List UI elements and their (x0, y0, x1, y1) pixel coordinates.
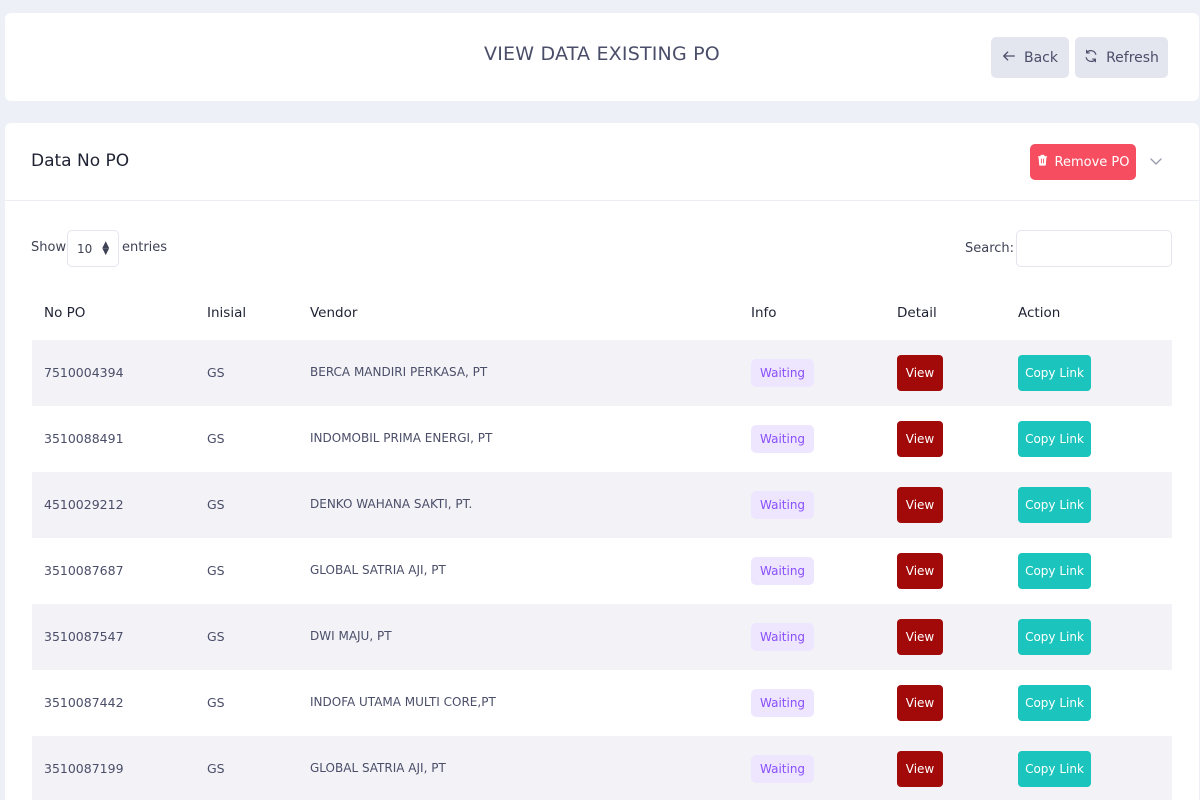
cell-vendor: BERCA MANDIRI PERKASA, PT (310, 365, 488, 379)
copy-link-button[interactable]: Copy Link (1018, 619, 1091, 655)
status-badge: Waiting (751, 755, 815, 783)
status-badge: Waiting (751, 359, 815, 387)
cell-inisial: GS (207, 563, 225, 578)
column-header-action[interactable]: Action (1018, 305, 1061, 321)
page-header: VIEW DATA EXISTING PO Back Refresh (5, 13, 1199, 101)
cell-vendor: GLOBAL SATRIA AJI, PT (310, 761, 446, 775)
cell-vendor: INDOMOBIL PRIMA ENERGI, PT (310, 431, 493, 445)
view-button[interactable]: View (897, 421, 943, 457)
cell-inisial: GS (207, 629, 225, 644)
view-button[interactable]: View (897, 553, 943, 589)
status-badge: Waiting (751, 557, 815, 585)
show-label: Show (31, 240, 67, 255)
table-row: 3510087442 GS INDOFA UTAMA MULTI CORE,PT Wa… (32, 670, 1172, 736)
po-data-card: Data No PO Remove PO Show 10 ▲ ▼ entries … (5, 123, 1199, 800)
column-header-no-po[interactable]: No PO (44, 305, 86, 321)
cell-vendor: DWI MAJU, PT (310, 629, 392, 643)
cell-no-po: 3510087442 (44, 695, 124, 710)
cell-inisial: GS (207, 431, 225, 446)
table-row: 4510029212 GS DENKO WAHANA SAKTI, PT. Waiti… (32, 472, 1172, 538)
cell-no-po: 3510087199 (44, 761, 124, 776)
sort-arrows-icon: ▲ ▼ (102, 239, 110, 257)
status-badge: Waiting (751, 689, 815, 717)
remove-po-button[interactable]: Remove PO (1030, 144, 1136, 180)
view-button[interactable]: View (897, 487, 943, 523)
cell-inisial: GS (207, 761, 225, 776)
cell-inisial: GS (207, 365, 225, 380)
cell-vendor: INDOFA UTAMA MULTI CORE,PT (310, 695, 496, 709)
view-button[interactable]: View (897, 751, 943, 787)
cell-no-po: 4510029212 (44, 497, 124, 512)
status-badge: Waiting (751, 425, 815, 453)
table-header: No PO Inisial Vendor Info Detail Action (32, 283, 1172, 340)
refresh-label: Refresh (1106, 49, 1159, 66)
view-button[interactable]: View (897, 355, 943, 391)
entries-value: 10 (77, 241, 93, 256)
search-input[interactable] (1016, 230, 1172, 267)
refresh-icon (1084, 49, 1098, 67)
view-button[interactable]: View (897, 685, 943, 721)
table-row: 3510087687 GS GLOBAL SATRIA AJI, PT Waiting… (32, 538, 1172, 604)
table-row: 3510087199 GS GLOBAL SATRIA AJI, PT Waiting… (32, 736, 1172, 800)
cell-inisial: GS (207, 695, 225, 710)
entries-label: entries (122, 240, 168, 255)
copy-link-button[interactable]: Copy Link (1018, 421, 1091, 457)
cell-no-po: 3510087687 (44, 563, 124, 578)
cell-inisial: GS (207, 497, 225, 512)
remove-po-label: Remove PO (1054, 154, 1130, 170)
view-button[interactable]: View (897, 619, 943, 655)
card-header: Data No PO Remove PO (5, 123, 1199, 201)
cell-vendor: GLOBAL SATRIA AJI, PT (310, 563, 446, 577)
refresh-button[interactable]: Refresh (1075, 37, 1168, 78)
cell-no-po: 3510088491 (44, 431, 124, 446)
status-badge: Waiting (751, 491, 815, 519)
card-title: Data No PO (31, 151, 130, 171)
column-header-inisial[interactable]: Inisial (207, 305, 247, 321)
table-row: 3510087547 GS DWI MAJU, PT Waiting View Copy … (32, 604, 1172, 670)
cell-no-po: 3510087547 (44, 629, 124, 644)
copy-link-button[interactable]: Copy Link (1018, 553, 1091, 589)
trash-icon (1037, 154, 1048, 170)
column-header-vendor[interactable]: Vendor (310, 305, 358, 321)
copy-link-button[interactable]: Copy Link (1018, 355, 1091, 391)
search-label: Search: (965, 241, 1015, 256)
chevron-down-icon[interactable] (1149, 153, 1165, 169)
table-row: 3510088491 GS INDOMOBIL PRIMA ENERGI, PT Wa… (32, 406, 1172, 472)
cell-vendor: DENKO WAHANA SAKTI, PT. (310, 497, 473, 511)
table-body: 7510004394 GS BERCA MANDIRI PERKASA, PT Wai… (32, 340, 1172, 800)
copy-link-button[interactable]: Copy Link (1018, 685, 1091, 721)
copy-link-button[interactable]: Copy Link (1018, 751, 1091, 787)
column-header-info[interactable]: Info (751, 305, 777, 321)
page-title: VIEW DATA EXISTING PO (484, 43, 720, 65)
entries-select[interactable]: 10 ▲ ▼ (67, 230, 119, 267)
cell-no-po: 7510004394 (44, 365, 124, 380)
copy-link-button[interactable]: Copy Link (1018, 487, 1091, 523)
back-button[interactable]: Back (991, 37, 1069, 78)
status-badge: Waiting (751, 623, 815, 651)
po-table: No PO Inisial Vendor Info Detail Action … (32, 283, 1172, 800)
arrow-left-icon (1002, 49, 1016, 67)
table-row: 7510004394 GS BERCA MANDIRI PERKASA, PT Wai… (32, 340, 1172, 406)
column-header-detail[interactable]: Detail (897, 305, 937, 321)
back-label: Back (1024, 49, 1058, 66)
